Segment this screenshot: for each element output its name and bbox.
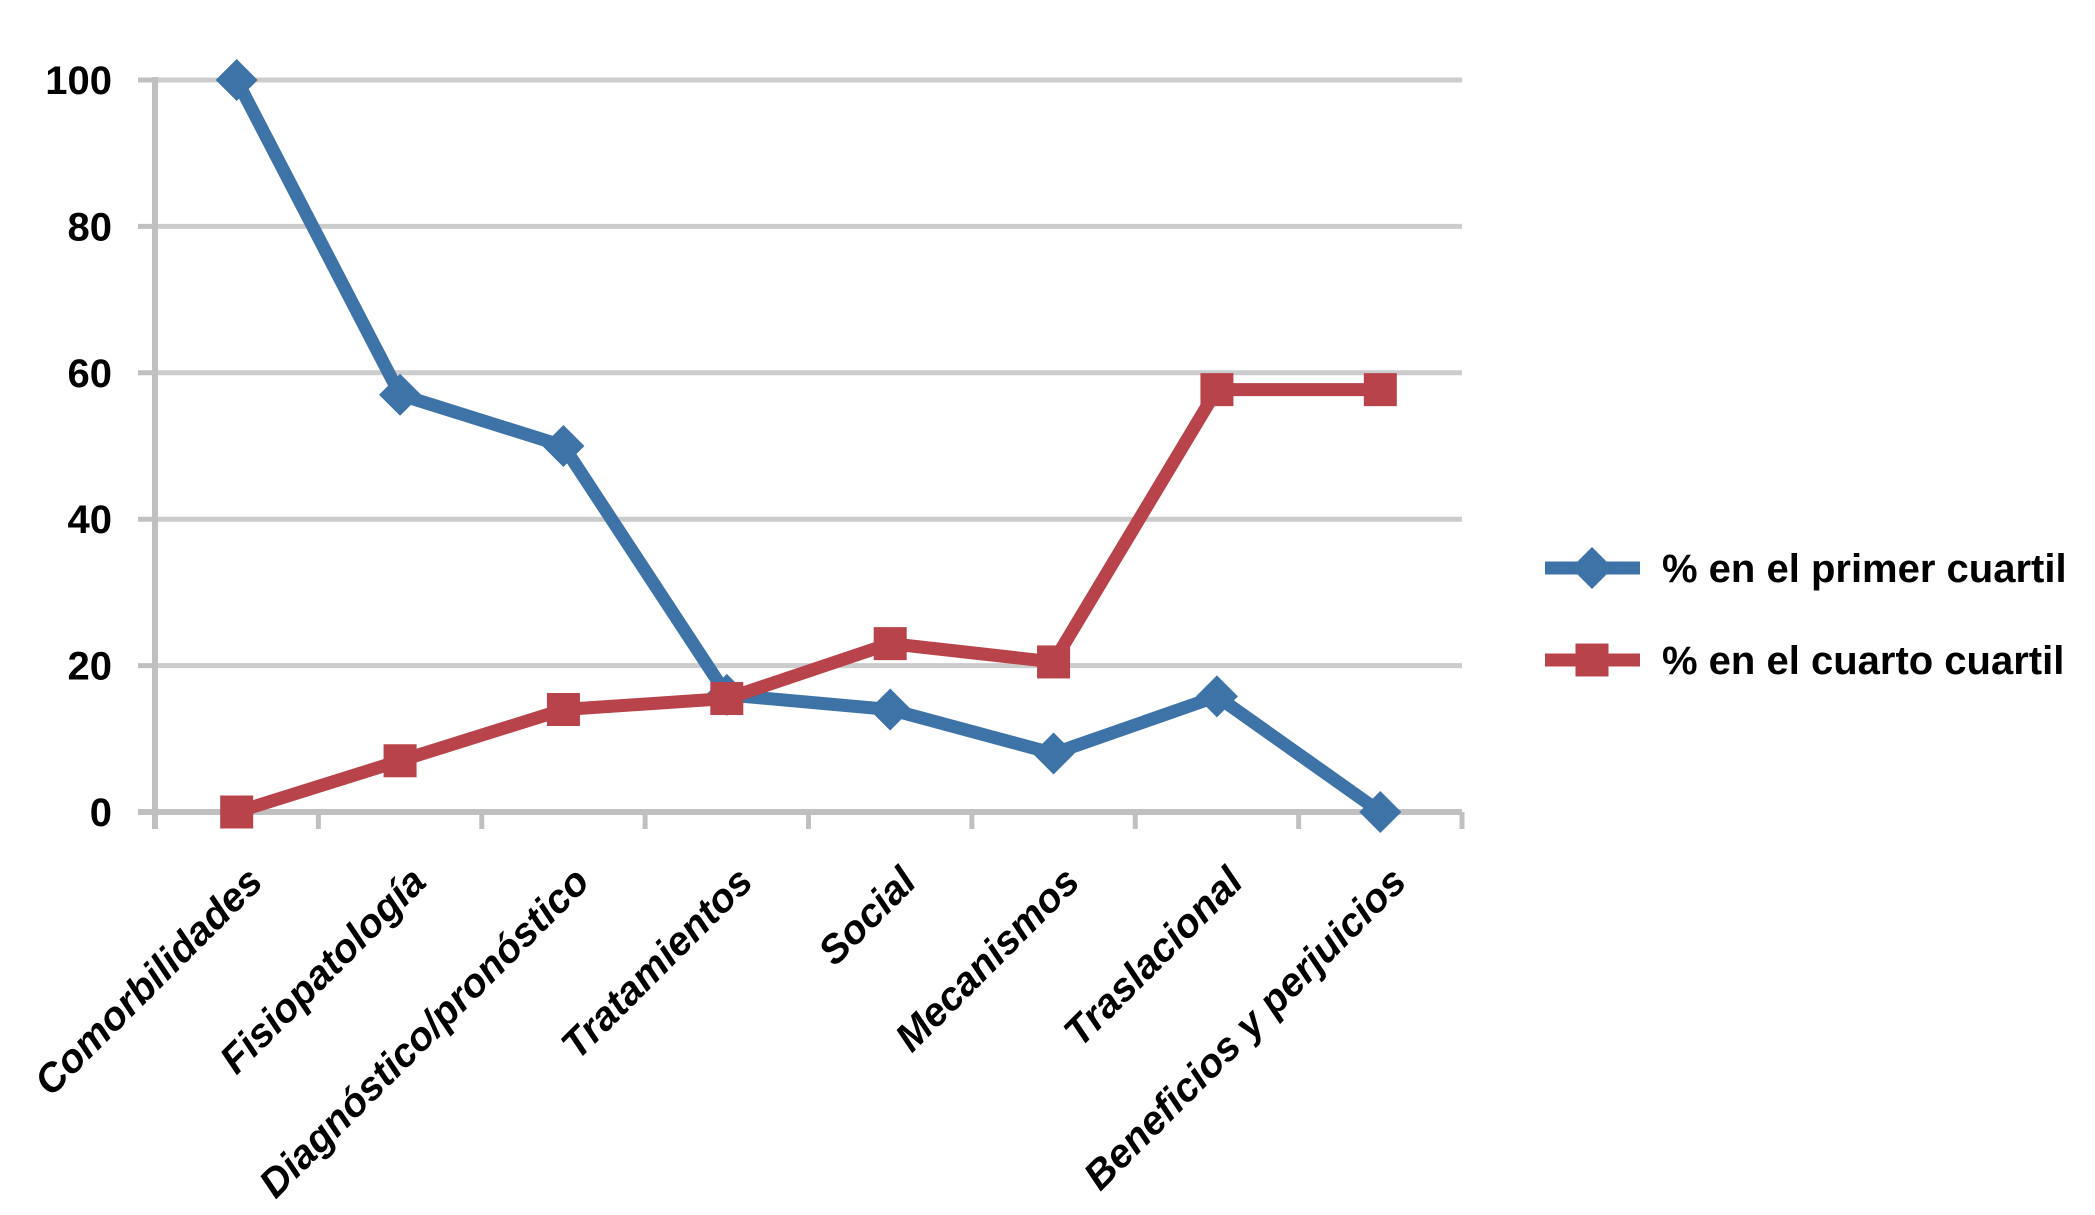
y-axis-label-40: 40 (68, 498, 113, 542)
legend-diamond-icon (1571, 547, 1613, 589)
y-axis-label-20: 20 (68, 645, 113, 689)
series-1-point-1-diamond-marker (215, 59, 258, 101)
series-2-point-5-square-marker (873, 627, 907, 661)
series-2-point-7-square-marker (1200, 373, 1234, 407)
legend-label-1: % en el primer cuartil (1662, 547, 2067, 591)
series-1-point-5-diamond-marker (869, 688, 912, 731)
series-1-point-8-diamond-marker (1359, 791, 1402, 833)
series-2-point-2-square-marker (383, 744, 417, 778)
series-2-point-8-square-marker (1363, 373, 1397, 407)
legend-label-2: % en el cuarto cuartil (1662, 639, 2064, 683)
series-1-point-6-diamond-marker (1032, 732, 1075, 775)
y-axis-label-80: 80 (68, 205, 113, 249)
series-2-point-4-square-marker (710, 682, 744, 716)
series-2-point-1-square-marker (220, 795, 254, 829)
series-1-point-7-diamond-marker (1195, 675, 1238, 718)
y-axis-label-0: 0 (90, 791, 112, 835)
series-1-point-2-diamond-marker (379, 373, 422, 416)
series-line-1 (230, 73, 1387, 819)
legend-square-icon (1575, 643, 1609, 677)
y-axis-label-100: 100 (45, 59, 112, 103)
series-2-point-6-square-marker (1037, 645, 1071, 679)
series-line-2 (230, 383, 1387, 819)
y-axis-label-60: 60 (68, 352, 113, 396)
series-2-point-3-square-marker (546, 693, 580, 727)
series-1-point-3-diamond-marker (542, 425, 585, 467)
